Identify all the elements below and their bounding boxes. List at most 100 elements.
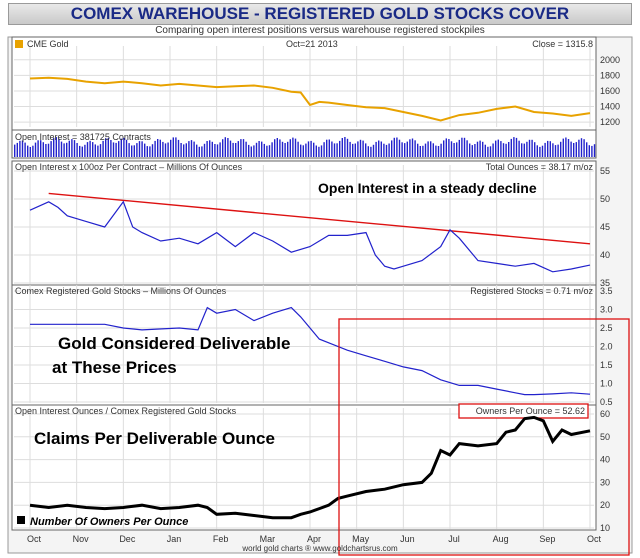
open-interest-bar [24, 142, 26, 157]
open-interest-bar [138, 141, 141, 157]
open-interest-bar [583, 139, 585, 157]
open-interest-bar [81, 146, 83, 157]
open-interest-bar [331, 141, 333, 157]
open-interest-bar [534, 142, 536, 157]
open-interest-bar [266, 145, 268, 157]
y-tick-label: 60 [600, 409, 610, 419]
open-interest-bar [367, 146, 369, 157]
open-interest-bar [224, 137, 226, 157]
open-interest-bar [133, 145, 135, 157]
open-interest-bar [86, 142, 89, 157]
x-tick-label: May [352, 534, 370, 544]
open-interest-bar [466, 140, 468, 157]
panel-legend: Open Interest = 381725 Contracts [15, 132, 151, 142]
open-interest-bar [196, 144, 198, 157]
open-interest-bar [443, 140, 445, 157]
x-tick-label: Sep [539, 534, 555, 544]
trend-line [48, 192, 591, 245]
open-interest-bar [180, 143, 182, 157]
open-interest-bars [14, 137, 596, 157]
open-interest-bar [357, 141, 359, 157]
y-axis-ticks: 1200 1400 1600 1800 2000 [600, 55, 620, 127]
open-interest-bar [396, 137, 398, 157]
open-interest-bar [482, 141, 484, 157]
open-interest-bar [388, 143, 390, 157]
open-interest-bar [29, 147, 31, 157]
open-interest-bar [398, 139, 401, 157]
open-interest-bar [102, 140, 104, 157]
open-interest-bar [136, 143, 138, 157]
open-interest-bar [565, 137, 567, 157]
open-interest-bar [450, 141, 453, 157]
open-interest-bar [437, 146, 440, 157]
open-interest-bar [430, 141, 432, 157]
open-interest-bar [479, 140, 481, 157]
y-tick-label: 3.5 [600, 286, 613, 296]
open-interest-ounces-panel: Open Interest x 100oz Per Contract – Mil… [11, 160, 610, 288]
open-interest-bar [71, 139, 73, 157]
open-interest-bar [487, 146, 489, 157]
y-tick-label: 2000 [600, 55, 620, 65]
open-interest-bar [513, 137, 515, 157]
y-tick-label: 40 [600, 250, 610, 260]
open-interest-bar [315, 145, 317, 157]
registered-stocks-label: Registered Stocks = 0.71 m/oz [470, 286, 593, 296]
open-interest-bar [586, 142, 588, 157]
open-interest-bar [128, 143, 130, 157]
open-interest-bar [157, 139, 159, 157]
open-interest-bar [567, 139, 570, 157]
open-interest-bar [112, 142, 115, 157]
x-tick-label: Apr [307, 534, 321, 544]
open-interest-bar [554, 145, 557, 157]
open-interest-bar [63, 143, 65, 157]
chart-subtitle: Comparing open interest positions versus… [155, 25, 485, 36]
open-interest-bar [32, 145, 34, 157]
open-interest-bar [300, 144, 302, 157]
open-interest-bar [562, 138, 564, 157]
panel-legend: Open Interest x 100oz Per Contract – Mil… [15, 162, 243, 172]
open-interest-bar [164, 143, 167, 157]
open-interest-bar [536, 145, 538, 157]
y-tick-label: 10 [600, 523, 610, 533]
y-axis-ticks: 35 40 45 50 55 [600, 166, 610, 288]
open-interest-bar [414, 140, 416, 157]
open-interest-bar [190, 140, 193, 157]
open-interest-bar [159, 139, 161, 157]
x-tick-label: Oct [587, 534, 602, 544]
open-interest-bar [73, 140, 76, 157]
open-interest-bar [391, 140, 393, 157]
y-tick-label: 1.0 [600, 379, 613, 389]
open-interest-bar [271, 142, 273, 157]
open-interest-bar [526, 141, 528, 157]
open-interest-bar [461, 137, 463, 157]
open-interest-bar [440, 143, 442, 157]
x-tick-label: Mar [260, 534, 276, 544]
x-tick-label: Feb [213, 534, 229, 544]
open-interest-bar [378, 140, 380, 157]
open-interest-bar [359, 139, 362, 157]
open-interest-bar [188, 141, 190, 157]
open-interest-bar [37, 140, 39, 157]
open-interest-bar [383, 143, 385, 157]
open-interest-bar [216, 144, 219, 157]
open-interest-bar [89, 140, 91, 157]
panel-legend: Open Interest Ounces / Comex Registered … [15, 406, 237, 416]
open-interest-bar [240, 139, 242, 157]
open-interest-bar [40, 140, 42, 157]
open-interest-bar [209, 140, 211, 157]
open-interest-bar [201, 146, 203, 157]
open-interest-bar [544, 142, 546, 157]
y-tick-label: 0.5 [600, 397, 613, 407]
open-interest-bar [435, 145, 437, 157]
open-interest-bar [47, 143, 50, 157]
open-interest-bar [222, 139, 224, 157]
open-interest-bar [411, 138, 414, 157]
open-interest-bar [258, 141, 260, 157]
open-interest-bar [289, 139, 291, 157]
open-interest-bar [417, 143, 419, 157]
open-interest-bar [302, 145, 304, 157]
open-interest-bar [502, 143, 505, 157]
open-interest-bar [380, 141, 382, 157]
open-interest-bar [120, 138, 122, 157]
open-interest-bar [393, 137, 395, 157]
